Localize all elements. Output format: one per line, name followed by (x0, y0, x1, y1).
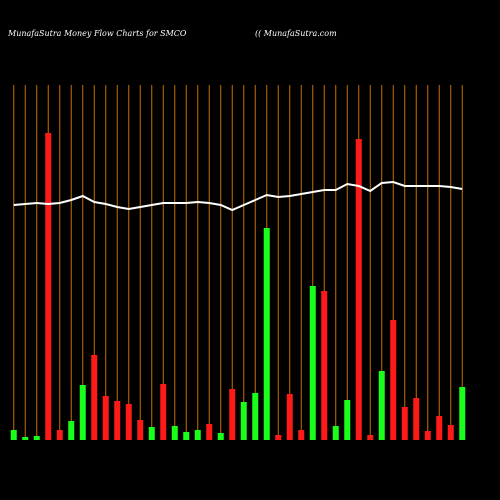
bar (332, 426, 339, 440)
bar (229, 389, 236, 440)
bar (56, 430, 63, 440)
bar (286, 394, 293, 440)
bar (447, 425, 454, 440)
bar (10, 430, 17, 440)
bar (194, 430, 201, 440)
bar (91, 355, 98, 440)
bar (275, 435, 282, 440)
bar (171, 426, 178, 440)
bar (206, 424, 213, 440)
bar (263, 228, 270, 440)
bar (68, 421, 75, 440)
bar (367, 435, 374, 440)
bar (344, 400, 351, 440)
bar (321, 291, 328, 440)
bar (252, 393, 259, 440)
bar (459, 387, 466, 440)
bar (424, 431, 431, 440)
bar (33, 436, 40, 440)
bar (114, 401, 121, 440)
money-flow-line (13, 180, 463, 212)
bar (22, 437, 29, 440)
bar (240, 402, 247, 440)
bar (160, 384, 167, 440)
chart-title: MunafaSutra Money Flow Charts for SMCO (7, 29, 187, 38)
bar (148, 427, 155, 440)
bar (125, 404, 132, 440)
bar (309, 286, 316, 440)
bar (401, 407, 408, 440)
bar (436, 416, 443, 440)
bar (102, 396, 109, 440)
bar (183, 432, 190, 440)
bar (390, 320, 397, 440)
bar (137, 420, 144, 440)
chart-subtitle: (( MunafaSutra.com (255, 29, 337, 38)
bar (45, 133, 52, 440)
bar (413, 398, 420, 440)
bar (79, 385, 86, 440)
bar (298, 430, 305, 440)
bar (217, 433, 224, 440)
bar (355, 139, 362, 440)
bar (378, 371, 385, 440)
